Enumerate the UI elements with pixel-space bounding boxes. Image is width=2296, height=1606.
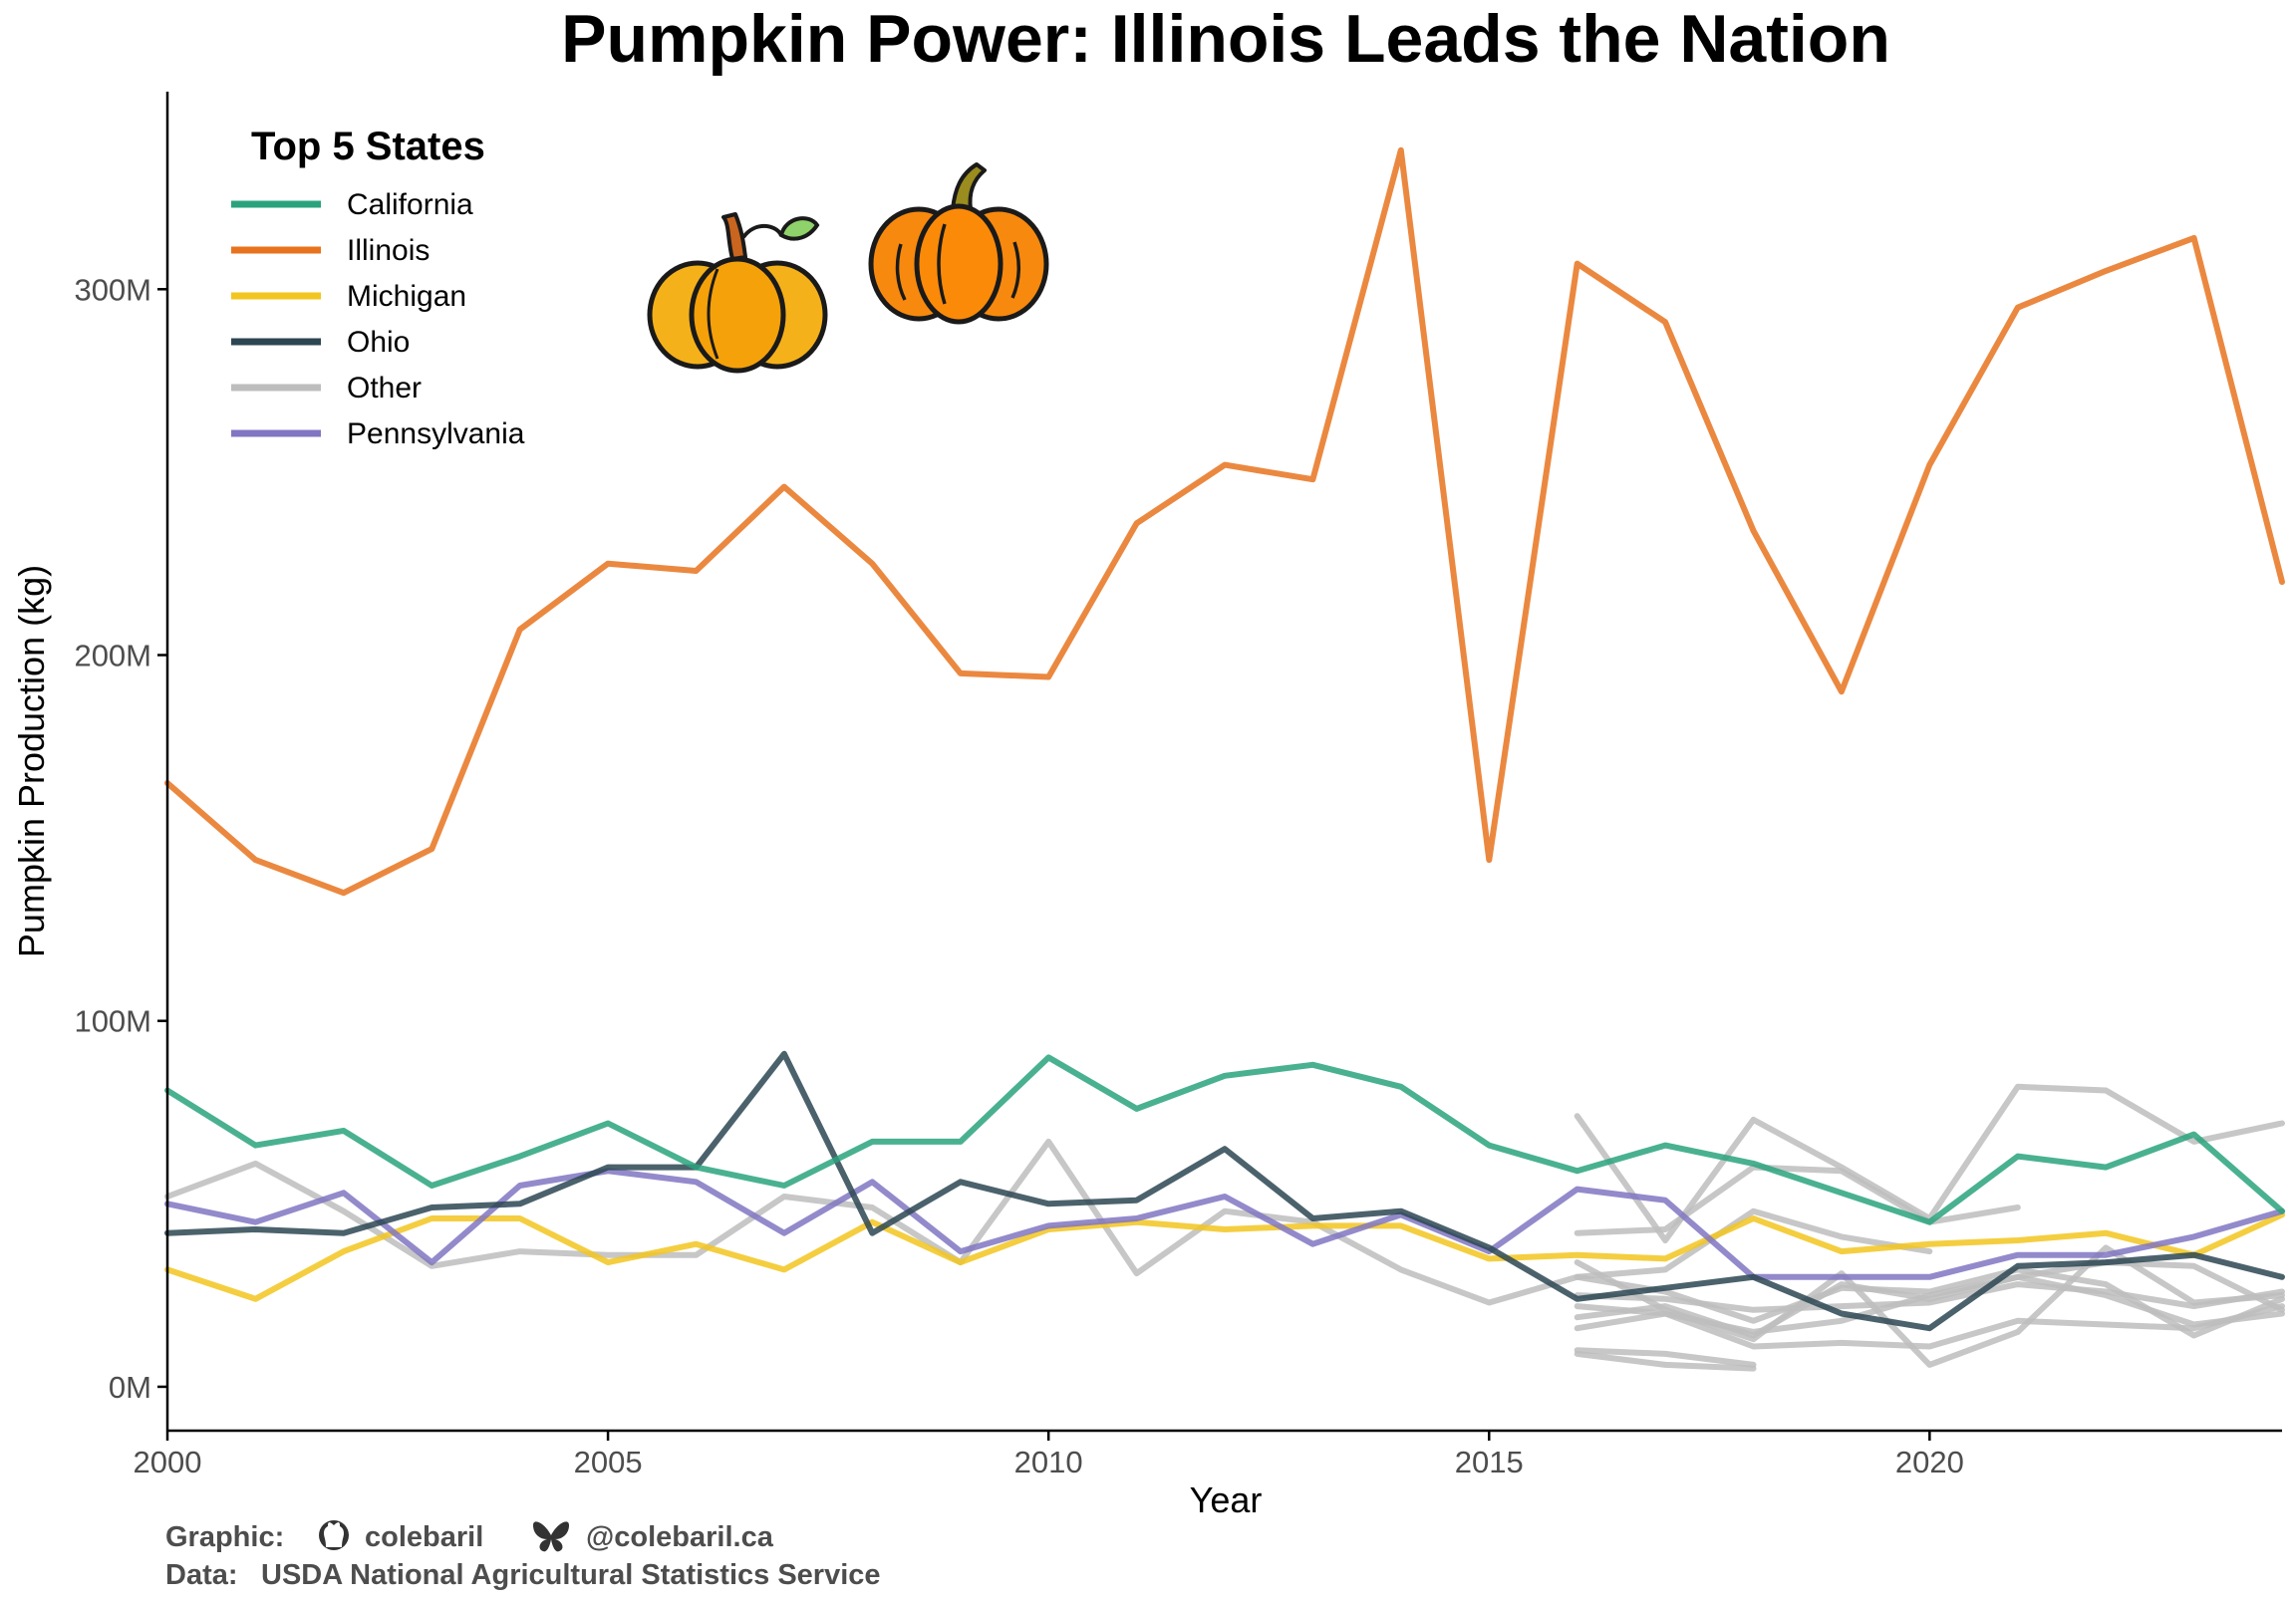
x-tick-label: 2005 xyxy=(574,1445,643,1479)
legend-label-illinois: Illinois xyxy=(347,234,430,267)
caption-bluesky-handle: @colebaril.ca xyxy=(586,1521,774,1553)
y-tick-label: 100M xyxy=(74,1004,151,1039)
x-axis-title: Year xyxy=(1190,1479,1263,1520)
series-line-other-8 xyxy=(1574,1303,2285,1350)
series-line-michigan xyxy=(164,1211,2285,1302)
legend-title: Top 5 States xyxy=(251,125,485,168)
series-line-other-11 xyxy=(1574,1273,2285,1339)
legend-label-other: Other xyxy=(347,372,422,404)
series-line-illinois xyxy=(164,146,2285,897)
plot-area xyxy=(164,146,2285,1372)
caption-data-source: USDA National Agricultural Statistics Se… xyxy=(261,1559,881,1591)
legend-label-california: California xyxy=(347,188,473,221)
series-line-california xyxy=(164,1054,2285,1225)
legend: Top 5 States California Illinois Michigan O… xyxy=(231,125,525,450)
y-axis-title: Pumpkin Production (kg) xyxy=(11,565,52,957)
axes: 0M 100M 200M 300M 2000 2005 2010 2015 2020 xyxy=(74,92,2282,1479)
legend-label-michigan: Michigan xyxy=(347,280,466,313)
y-tick-label: 0M xyxy=(109,1370,151,1405)
github-icon xyxy=(319,1520,349,1550)
legend-items: California Illinois Michigan Ohio Other Penns… xyxy=(231,188,525,450)
y-tick-label: 300M xyxy=(74,272,151,307)
legend-label-ohio: Ohio xyxy=(347,326,410,359)
series-line-ohio xyxy=(164,1050,2285,1332)
x-tick-label: 2000 xyxy=(134,1445,202,1479)
x-tick-label: 2020 xyxy=(1895,1445,1964,1479)
other-series-group xyxy=(164,1083,2285,1372)
series-line-other-5 xyxy=(1574,1347,1757,1368)
main-series-group xyxy=(164,146,2285,1332)
x-tick-label: 2010 xyxy=(1014,1445,1083,1479)
legend-label-pennsylvania: Pennsylvania xyxy=(347,417,525,450)
y-tick-label: 200M xyxy=(74,639,151,673)
caption-data-label: Data: xyxy=(165,1559,238,1591)
chart-title: Pumpkin Power: Illinois Leads the Nation xyxy=(561,1,1890,77)
series-line-other-6 xyxy=(1574,1350,1757,1372)
y-ticks: 0M 100M 200M 300M xyxy=(74,272,167,1405)
series-line-pennsylvania xyxy=(164,1168,2285,1280)
caption: Graphic: colebaril @colebaril.ca Data: U… xyxy=(165,1520,881,1591)
x-tick-label: 2015 xyxy=(1455,1445,1524,1479)
series-line-other-1 xyxy=(164,1138,1933,1306)
caption-graphic-label: Graphic: xyxy=(165,1521,284,1553)
pumpkin-icon xyxy=(868,162,1049,325)
x-ticks: 2000 2005 2010 2015 2020 xyxy=(134,1431,1964,1479)
series-line-other-9 xyxy=(1574,1259,2285,1335)
caption-github-handle: colebaril xyxy=(365,1521,483,1553)
pumpkin-icon xyxy=(647,212,828,374)
series-line-other-10 xyxy=(1574,1266,2285,1339)
series-line-other-2 xyxy=(1574,1164,2021,1236)
butterfly-icon xyxy=(533,1521,569,1552)
